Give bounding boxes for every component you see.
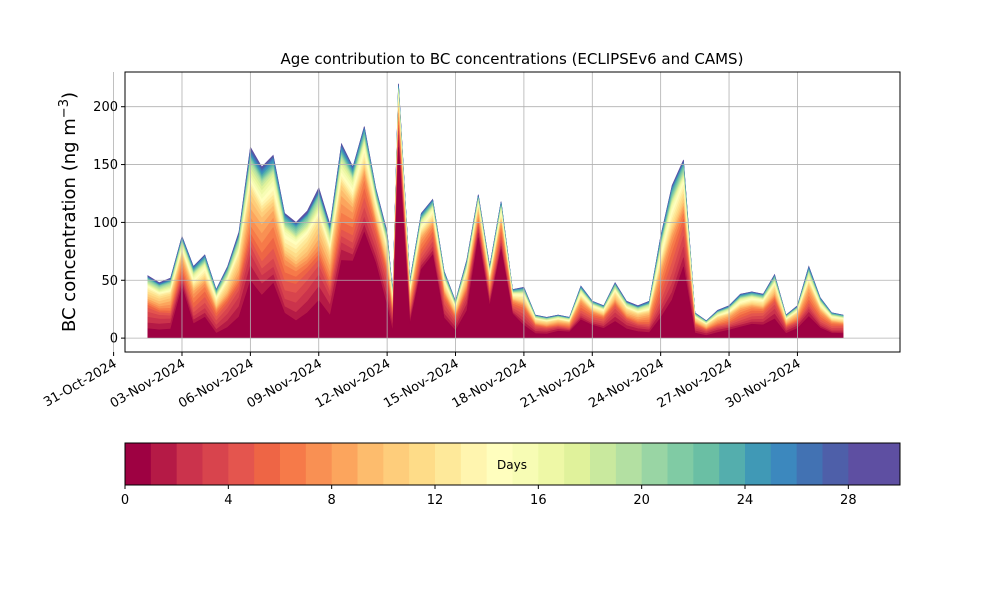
chart-title: Age contribution to BC concentrations (E… [281,50,744,68]
colorbar-segment-29 [874,443,901,485]
colorbar-segment-4 [228,443,255,485]
colorbar-tick-label-28: 28 [840,493,857,508]
colorbar-segment-19 [615,443,643,485]
colorbar-segment-7 [305,443,333,485]
colorbar-tick-label-24: 24 [737,493,754,508]
colorbar-segment-12 [435,443,462,485]
plot-frame [124,71,901,353]
y-tick-label-200: 200 [93,100,118,115]
colorbar-segment-16 [538,443,565,485]
colorbar-segment-15 [512,443,539,485]
colorbar-tick-label-12: 12 [427,493,444,508]
colorbar-label: Days [497,458,527,472]
colorbar-segment-3 [202,443,229,485]
colorbar-segment-26 [796,443,823,485]
colorbar-segment-18 [590,443,617,485]
colorbar-segment-8 [331,443,358,485]
colorbar-segment-6 [280,443,307,485]
colorbar-segment-10 [383,443,410,485]
colorbar-segment-11 [409,443,436,485]
colorbar-segment-9 [357,443,384,485]
colorbar-tick-label-4: 4 [224,493,232,508]
age-band-0 [147,147,844,339]
colorbar-segment-17 [564,443,591,485]
colorbar-segment-23 [719,443,746,485]
colorbar-segment-20 [641,443,668,485]
colorbar-segment-2 [176,443,203,485]
colorbar: 0 4 8 12 16 20 24 28 [121,442,901,508]
colorbar-segment-1 [150,443,178,485]
colorbar-segment-14 [486,443,513,485]
y-tick-label-0: 0 [110,332,118,347]
y-axis-label: BC concentration (ng m−3) [57,92,80,332]
colorbar-segment-24 [745,443,772,485]
colorbar-segment-13 [460,443,488,485]
colorbar-segment-27 [822,443,849,485]
y-tick-label-50: 50 [101,274,118,289]
colorbar-segment-22 [693,443,720,485]
colorbar-tick-label-20: 20 [633,493,650,508]
colorbar-segment-21 [667,443,694,485]
plot-area [147,83,844,339]
colorbar-frame [124,442,901,486]
y-tick-label-100: 100 [93,216,118,231]
colorbar-tick-label-8: 8 [328,493,336,508]
colorbar-tick-label-16: 16 [530,493,547,508]
y-tick-label-150: 150 [93,158,118,173]
colorbar-tick-label-0: 0 [121,493,129,508]
colorbar-segment-0 [125,443,152,485]
colorbar-segment-25 [770,443,798,485]
colorbar-segment-5 [254,443,281,485]
age-band-2 [147,134,844,339]
colorbar-segment-28 [848,443,875,485]
